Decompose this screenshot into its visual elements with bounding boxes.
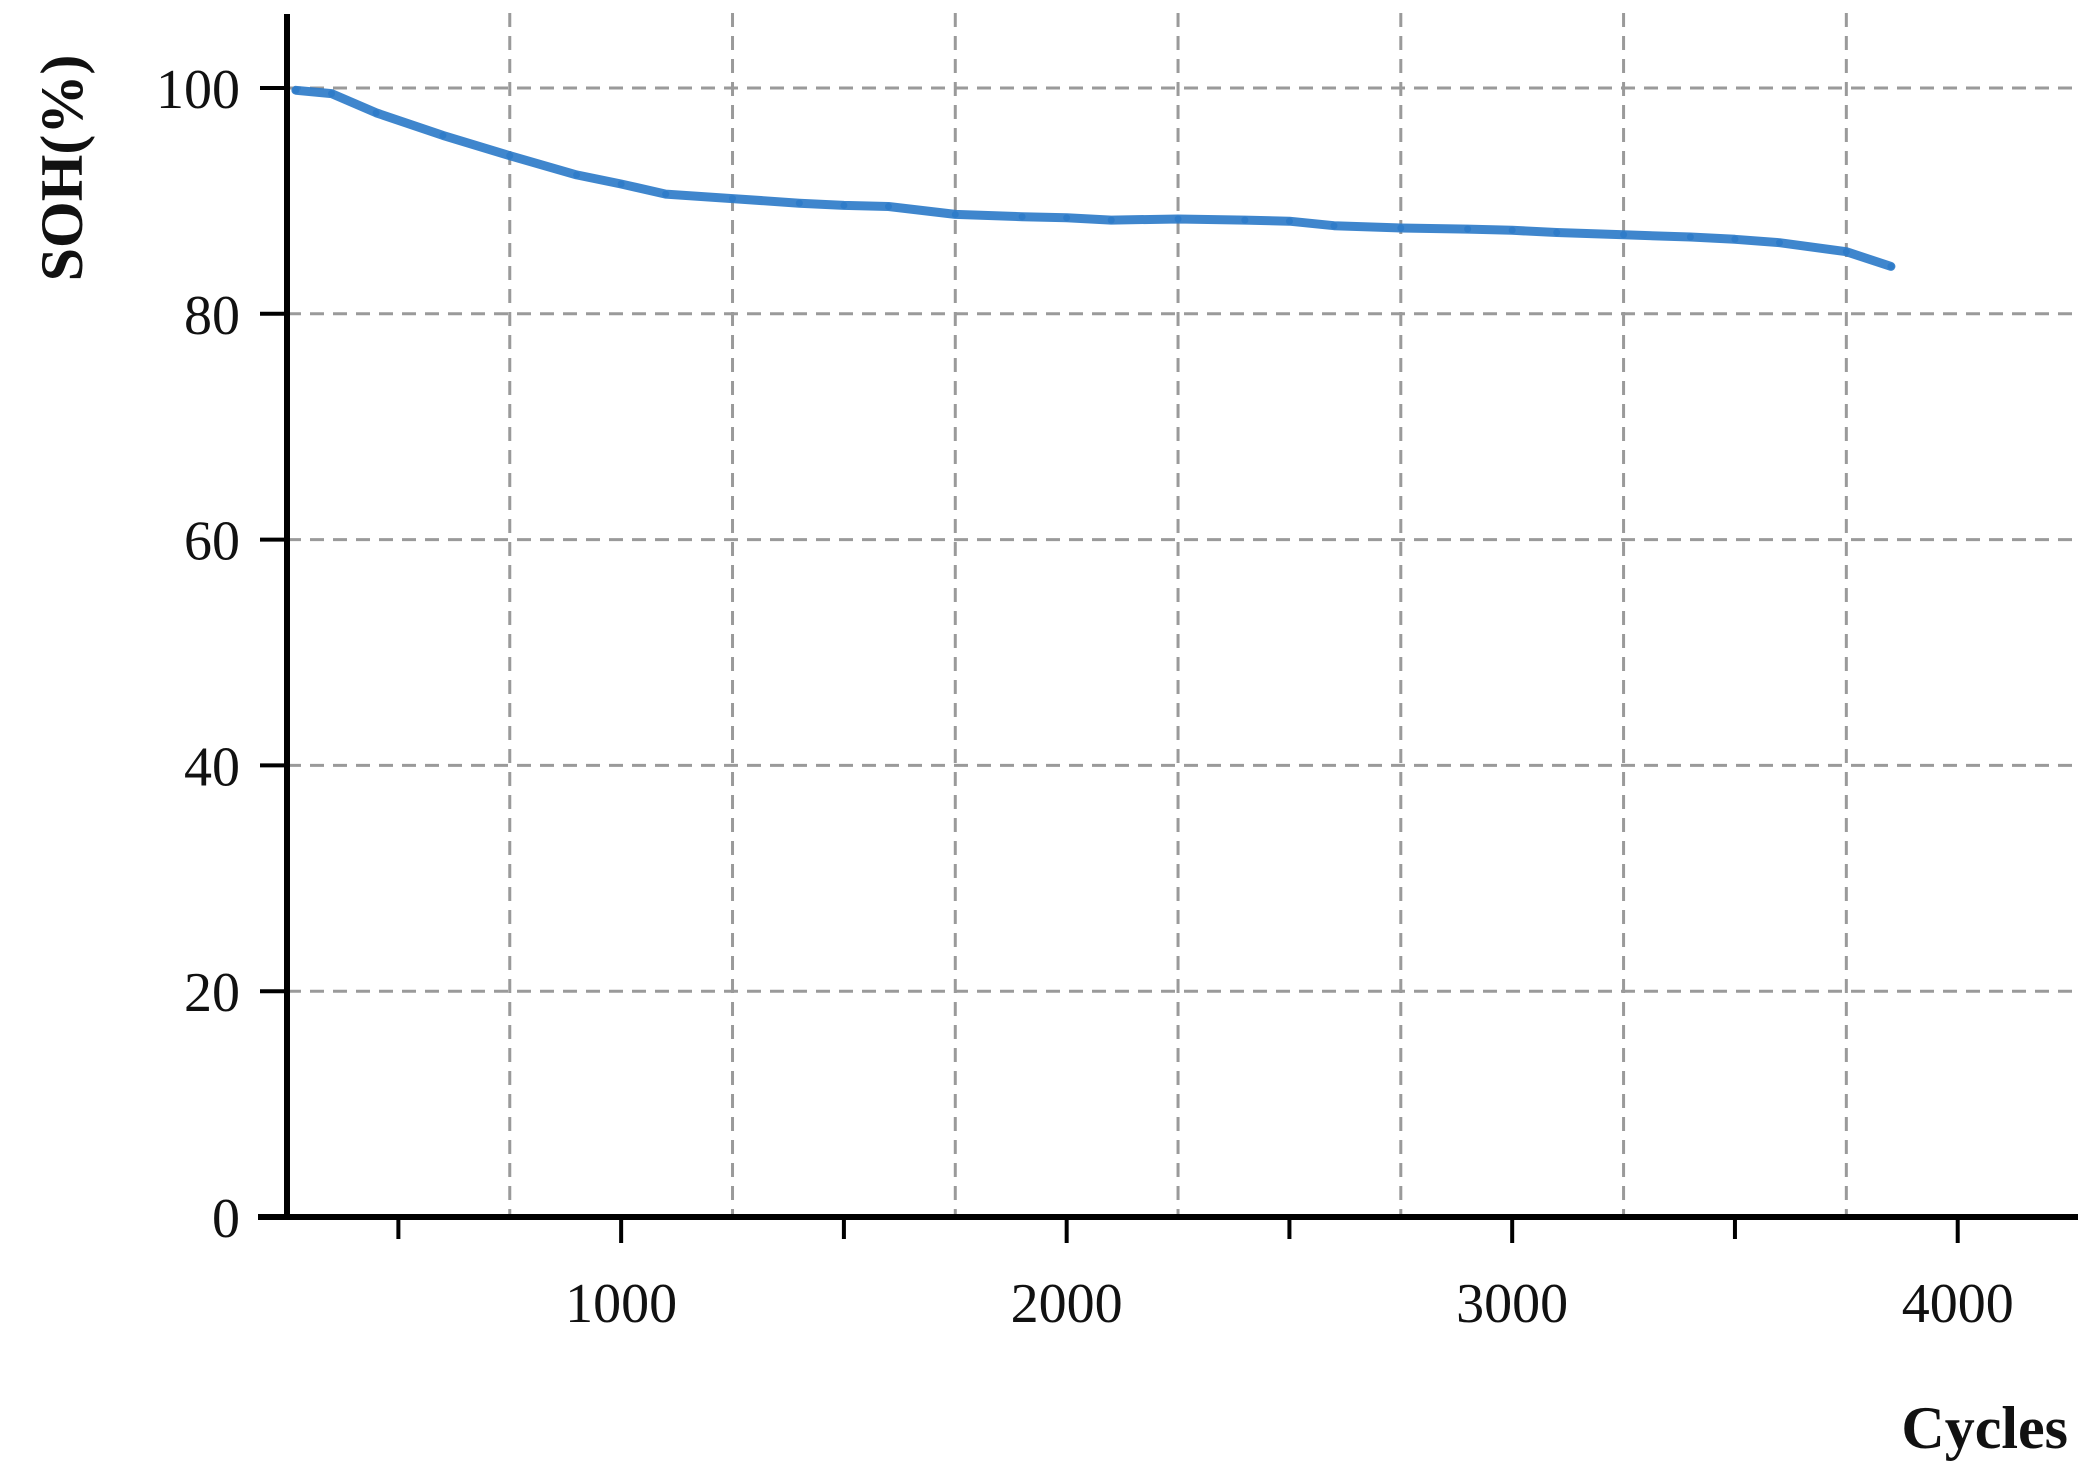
soh-point-2 (372, 109, 380, 117)
soh-point-6 (617, 180, 625, 188)
soh-point-12 (951, 210, 959, 218)
y-tick-label-40: 40 (184, 736, 240, 798)
y-tick-label-20: 20 (184, 962, 240, 1024)
soh-point-11 (884, 203, 892, 211)
soh-point-8 (729, 195, 737, 203)
soh-point-3 (439, 131, 447, 139)
soh-series-line (291, 85, 1896, 271)
axis-layer (258, 14, 2078, 1220)
y-tick-label-100: 100 (156, 59, 240, 121)
soh-point-18 (1285, 217, 1293, 225)
soh-point-13 (1018, 213, 1026, 221)
x-axis-title: Cycles (1901, 1395, 2068, 1461)
soh-point-23 (1553, 229, 1561, 237)
soh-point-5 (573, 171, 581, 179)
soh-point-15 (1107, 216, 1115, 224)
x-tick-label-4000: 4000 (1902, 1273, 2014, 1335)
soh-point-25 (1686, 233, 1694, 241)
y-tick-label-0: 0 (212, 1188, 240, 1250)
soh-point-22 (1508, 226, 1516, 234)
soh-point-29 (1887, 262, 1895, 270)
soh-point-27 (1776, 239, 1783, 247)
soh-point-16 (1174, 215, 1182, 223)
x-tick-label-1000: 1000 (565, 1273, 677, 1335)
soh-point-28 (1842, 248, 1850, 256)
grid-layer (287, 13, 2078, 1217)
soh-point-14 (1063, 214, 1071, 222)
y-axis-title: SOH(%) (29, 55, 95, 282)
soh-point-1 (328, 90, 336, 98)
soh-point-7 (662, 190, 670, 198)
series-layer (291, 85, 1896, 271)
soh-point-24 (1620, 231, 1628, 239)
soh-point-17 (1241, 216, 1249, 224)
soh-point-4 (506, 152, 514, 160)
soh-point-10 (840, 201, 848, 209)
x-tick-label-3000: 3000 (1456, 1273, 1568, 1335)
soh-point-21 (1464, 225, 1472, 233)
soh-point-0 (292, 86, 300, 94)
soh-point-19 (1330, 222, 1338, 230)
y-tick-label-80: 80 (184, 285, 240, 347)
soh-point-9 (795, 199, 803, 207)
x-tick-label-2000: 2000 (1011, 1273, 1123, 1335)
soh-point-26 (1731, 235, 1739, 243)
soh-point-20 (1397, 224, 1405, 232)
tick-layer: 0 20 40 60 80 100 1000 2000 3000 4000 (156, 59, 2014, 1335)
y-tick-label-60: 60 (184, 511, 240, 573)
